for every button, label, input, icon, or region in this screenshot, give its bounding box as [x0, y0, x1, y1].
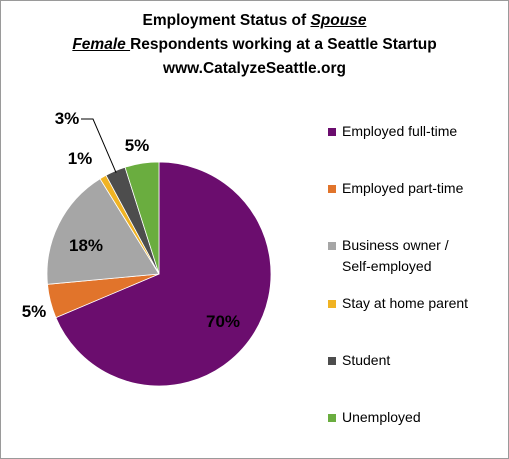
pie-label-stay-at-home-parent: 1% — [68, 149, 93, 168]
title-emphasis-female: Female — [72, 36, 131, 53]
legend-swatch-employed-full-time — [328, 128, 336, 136]
legend-swatch-student — [328, 357, 336, 365]
legend-swatch-employed-part-time — [328, 185, 336, 193]
legend-label-line: Stay at home parent — [342, 295, 469, 311]
legend-swatch-unemployed — [328, 414, 336, 422]
pie-label-employed-part-time: 5% — [22, 302, 47, 321]
title-line-3: www.CatalyzeSeattle.org — [163, 60, 346, 77]
legend-label-line: Student — [342, 352, 391, 368]
legend-label-line: Employed part-time — [342, 180, 464, 196]
pie-slice-business-owner — [46, 178, 160, 285]
pie-label-employed-full-time: 70% — [206, 312, 240, 331]
legend-label-line: Employed full-time — [342, 123, 458, 139]
pie-label-business-owner: 18% — [69, 236, 103, 255]
pie-label-student: 3% — [55, 109, 80, 128]
pie-labels: 70% 5% 18% 1% 3% 5% — [22, 109, 240, 331]
legend-label-stay-at-home-parent: Stay at home parent — [342, 293, 468, 314]
legend-label-unemployed: Unemployed — [342, 407, 421, 428]
legend-label-student: Student — [342, 350, 390, 371]
legend-label-line: Self-employed — [342, 258, 432, 274]
pie-leader-line-student — [81, 118, 117, 173]
pie-leader-lines — [81, 118, 117, 173]
title-line-2: Female Respondents working at a Seattle … — [72, 36, 437, 53]
legend-swatch-stay-at-home-parent — [328, 300, 336, 308]
title-line-1: Employment Status of Spouse — [142, 12, 367, 29]
chart-title: Employment Status of Spouse Female Respo… — [1, 9, 508, 81]
legend-swatch-business-owner — [328, 242, 336, 250]
pie-label-unemployed: 5% — [125, 136, 150, 155]
legend-label-employed-part-time: Employed part-time — [342, 178, 463, 199]
pie-slice-unemployed — [124, 161, 160, 275]
pie-slices — [46, 161, 272, 387]
pie-slice-employed-full-time — [55, 161, 272, 387]
legend-label-business-owner: Business owner / Self-employed — [342, 235, 449, 277]
title-emphasis-spouse: Spouse — [310, 12, 367, 29]
legend-label-line: Business owner / — [342, 237, 449, 253]
legend-label-line: Unemployed — [342, 409, 421, 425]
legend-label-employed-full-time: Employed full-time — [342, 121, 457, 142]
